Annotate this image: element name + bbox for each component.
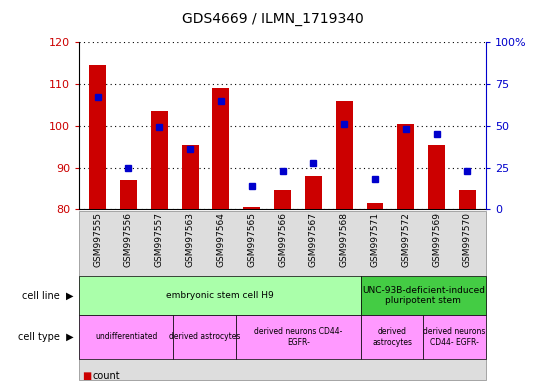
Text: ■: ■ xyxy=(82,371,91,381)
Text: UNC-93B-deficient-induced
pluripotent stem: UNC-93B-deficient-induced pluripotent st… xyxy=(362,286,485,305)
Text: embryonic stem cell H9: embryonic stem cell H9 xyxy=(166,291,274,300)
Bar xyxy=(459,190,476,209)
Bar xyxy=(397,124,414,209)
Bar xyxy=(336,101,353,209)
Text: cell line  ▶: cell line ▶ xyxy=(22,291,74,301)
Bar xyxy=(89,65,106,209)
Text: count: count xyxy=(93,371,121,381)
Bar xyxy=(212,88,229,209)
Text: undifferentiated: undifferentiated xyxy=(95,333,157,341)
Bar xyxy=(305,176,322,209)
Bar xyxy=(151,111,168,209)
Bar xyxy=(120,180,137,209)
Text: derived
astrocytes: derived astrocytes xyxy=(372,327,412,347)
Text: cell type  ▶: cell type ▶ xyxy=(18,332,74,342)
Bar xyxy=(366,203,383,209)
Text: derived neurons CD44-
EGFR-: derived neurons CD44- EGFR- xyxy=(254,327,342,347)
Text: derived astrocytes: derived astrocytes xyxy=(169,333,240,341)
Bar xyxy=(182,144,199,209)
Text: GDS4669 / ILMN_1719340: GDS4669 / ILMN_1719340 xyxy=(182,12,364,25)
Bar xyxy=(428,144,445,209)
Text: derived neurons
CD44- EGFR-: derived neurons CD44- EGFR- xyxy=(424,327,486,347)
Bar xyxy=(244,207,260,209)
Bar xyxy=(274,190,291,209)
